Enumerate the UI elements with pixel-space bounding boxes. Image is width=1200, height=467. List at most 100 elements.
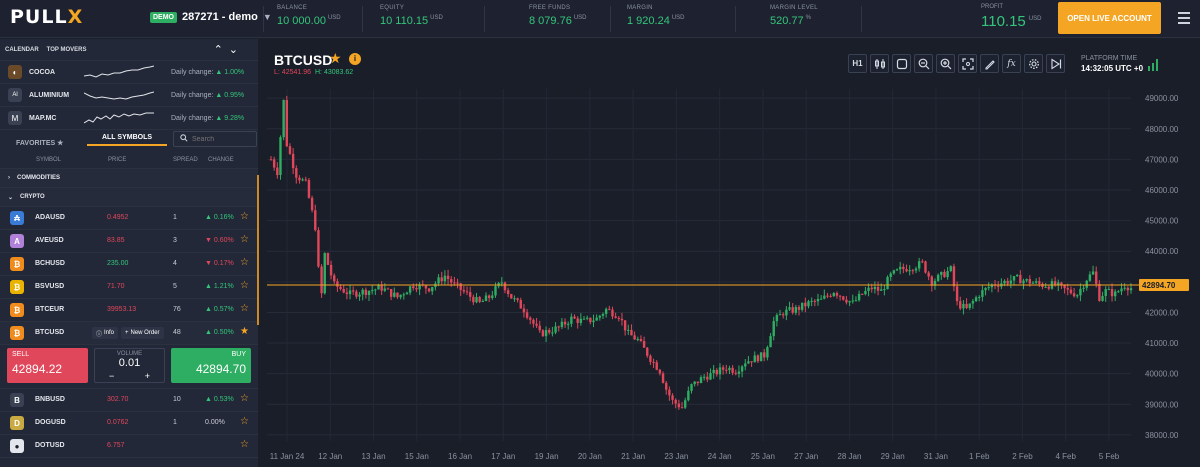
chevron-up-icon[interactable]: ⌃ <box>213 44 229 56</box>
favorite-star-outline-icon[interactable]: ☆ <box>240 303 249 314</box>
mover-daily-change: Daily change: ▲ 9.28% <box>171 114 245 122</box>
symbol-row-aveusd[interactable]: A AVEUSD 83.85 3 ▼ 0.60% ☆ <box>0 230 258 253</box>
candle-body <box>683 400 687 408</box>
candle-body <box>823 295 826 299</box>
candle-body <box>389 288 393 297</box>
tab-top-movers[interactable]: TOP MOVERS <box>46 46 87 53</box>
candle-body <box>1047 286 1050 289</box>
candle-body <box>557 326 560 328</box>
indicators-fx-icon[interactable]: f𝑥 <box>1002 54 1021 73</box>
settings-gear-icon[interactable] <box>1024 54 1043 73</box>
symbol-row-btcusd[interactable]: ₿ BTCUSD ⓘ Info + New Order 48 ▲ 0.50% ★ <box>0 322 258 345</box>
plus-icon: + <box>125 330 129 336</box>
symbol-change: ▲ 0.16% <box>205 214 234 221</box>
favorite-star-outline-icon[interactable]: ☆ <box>240 234 249 245</box>
info-button[interactable]: ⓘ Info <box>92 327 119 339</box>
volume-decrease-button[interactable]: − <box>109 371 115 381</box>
symbol-spread: 1 <box>173 419 177 426</box>
favorite-star-outline-icon[interactable]: ☆ <box>240 211 249 222</box>
chevron-down-icon[interactable]: ⌄ <box>228 44 244 56</box>
group-commodities[interactable]: › COMMODITIES <box>0 169 258 188</box>
x-tick-label: 21 Jan <box>621 452 645 461</box>
y-tick-label: 44000.00 <box>1145 247 1179 256</box>
candle-body <box>295 168 298 178</box>
candle-body <box>487 295 491 299</box>
candle-body <box>573 316 576 319</box>
scrollbar[interactable] <box>257 175 259 325</box>
collapse-arrows[interactable]: ⌃⌄ <box>214 43 244 56</box>
symbol-row-btceur[interactable]: ₿ BTCEUR 39953.13 76 ▲ 0.57% ☆ <box>0 299 258 322</box>
tab-calendar[interactable]: CALENDAR <box>5 46 39 53</box>
candle-body <box>529 317 532 320</box>
mover-sparkline <box>84 112 154 124</box>
symbol-row-adausd[interactable]: ₳ ADAUSD 0.4952 1 ▲ 0.16% ☆ <box>0 207 258 230</box>
group-crypto[interactable]: ⌄ CRYPTO <box>0 188 258 207</box>
skip-forward-icon[interactable] <box>1046 54 1065 73</box>
open-live-account-button[interactable]: OPEN LIVE ACCOUNT <box>1058 2 1161 34</box>
search-input[interactable] <box>192 135 252 143</box>
candle-body <box>510 294 513 299</box>
info-icon[interactable]: i <box>349 53 361 65</box>
candle-body <box>592 320 595 323</box>
candle-body <box>301 179 304 181</box>
favorite-star-outline-icon[interactable]: ☆ <box>240 416 249 427</box>
stat-free-funds: FREE FUNDS 8 079.76 USD <box>529 5 587 27</box>
volume-stepper[interactable]: VOLUME 0.01 − + <box>94 348 165 383</box>
sell-button[interactable]: SELL 42894.22 <box>7 348 88 383</box>
candle-body <box>712 369 715 374</box>
symbol-row-dotusd[interactable]: ● DOTUSD 6.757 ☆ <box>0 435 258 458</box>
candle-type-icon[interactable] <box>870 54 889 73</box>
candle-body <box>548 330 551 333</box>
candle-body <box>380 285 383 291</box>
volume-value[interactable]: 0.01 <box>118 357 141 369</box>
hamburger-menu-icon[interactable] <box>1178 12 1190 24</box>
tab-favorites[interactable]: FAVORITES ★ <box>16 140 64 147</box>
top-mover-item[interactable]: M MAP.MC Daily change: ▲ 9.28% <box>0 107 258 130</box>
top-mover-item[interactable]: Al ALUMINIUM Daily change: ▲ 0.95% <box>0 84 258 107</box>
candle-body <box>845 299 848 303</box>
y-tick-label: 46000.00 <box>1145 186 1179 195</box>
rectangle-icon[interactable] <box>892 54 911 73</box>
candle-body <box>791 307 794 313</box>
fit-screen-icon[interactable] <box>958 54 977 73</box>
zoom-out-icon[interactable] <box>914 54 933 73</box>
buy-button[interactable]: BUY 42894.70 <box>171 348 251 383</box>
candle-body <box>304 179 307 181</box>
draw-pencil-icon[interactable] <box>980 54 999 73</box>
candle-body <box>481 300 485 302</box>
candle-body <box>924 261 927 273</box>
zoom-in-icon[interactable] <box>936 54 955 73</box>
price-chart[interactable]: 49000.00 48000.00 47000.00 46000.00 45000.00… <box>259 89 1200 467</box>
candle-body <box>911 270 915 272</box>
candle-body <box>541 330 545 337</box>
timeframe-button[interactable]: H1 <box>848 54 867 73</box>
symbol-row-bsvusd[interactable]: ₿ BSVUSD 71.70 5 ▲ 1.21% ☆ <box>0 276 258 299</box>
volume-increase-button[interactable]: + <box>144 371 150 381</box>
candle-body <box>759 352 763 362</box>
candle-body <box>905 269 908 272</box>
candle-body <box>1057 282 1060 286</box>
new-order-button[interactable]: + New Order <box>121 327 164 339</box>
favorite-star-outline-icon[interactable]: ☆ <box>240 439 249 450</box>
symbol-row-dogusd[interactable]: D DOGUSD 0.0762 1 0.00% ☆ <box>0 412 258 435</box>
candle-body <box>917 261 921 269</box>
top-mover-item[interactable]: ◐ COCOA Daily change: ▲ 1.00% <box>0 61 258 84</box>
candle-body <box>832 293 835 297</box>
search-box[interactable] <box>173 131 257 147</box>
candle-body <box>538 325 541 331</box>
favorite-star-outline-icon[interactable]: ☆ <box>240 257 249 268</box>
tab-all-symbols[interactable]: ALL SYMBOLS <box>87 134 167 146</box>
candle-body <box>595 317 598 321</box>
candle-body <box>946 271 949 278</box>
candle-body <box>522 308 526 313</box>
symbol-row-bnbusd[interactable]: B BNBUSD 302.70 10 ▲ 0.53% ☆ <box>0 389 258 412</box>
favorite-star-outline-icon[interactable]: ☆ <box>240 280 249 291</box>
candle-body <box>352 290 355 292</box>
favorite-star-icon[interactable]: ★ <box>329 50 342 66</box>
favorite-star-outline-icon[interactable]: ☆ <box>240 393 249 404</box>
candle-body <box>285 99 289 147</box>
account-selector[interactable]: DEMO 287271 - demo ▼ <box>150 11 272 23</box>
favorite-star-filled-icon[interactable]: ★ <box>240 326 249 337</box>
candle-body <box>816 298 820 302</box>
symbol-row-bchusd[interactable]: ₿ BCHUSD 235.00 4 ▼ 0.17% ☆ <box>0 253 258 276</box>
